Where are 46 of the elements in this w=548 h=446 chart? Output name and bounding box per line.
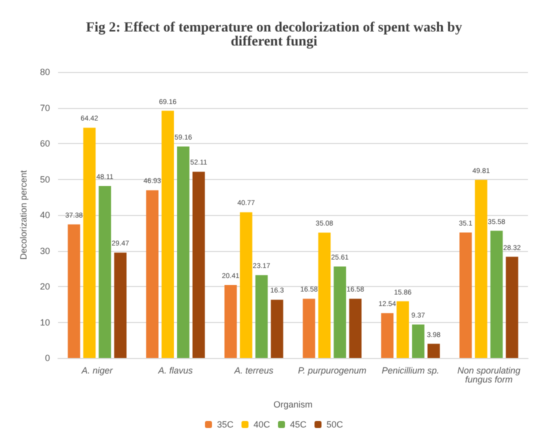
bar — [381, 313, 394, 358]
bar — [349, 298, 362, 358]
y-tick-label: 10 — [40, 317, 50, 328]
y-axis-title: Decolorization percent — [18, 170, 28, 260]
bar — [177, 146, 190, 358]
legend-label: 45C — [290, 420, 308, 430]
chart-title: Fig 2: Effect of temperature on decolorization of spent wash by different fungi — [86, 20, 462, 50]
y-tick-label: 20 — [40, 282, 50, 292]
bar — [162, 110, 174, 358]
bar — [396, 301, 409, 358]
bar — [114, 252, 127, 358]
bar — [98, 186, 112, 358]
bar — [459, 232, 472, 358]
legend-label: 35C — [216, 420, 234, 430]
bar — [224, 285, 237, 358]
legend-label: 40C — [253, 420, 270, 430]
x-tick-label: A. niger — [80, 366, 114, 376]
x-tick-label: A. flavus — [157, 366, 194, 376]
bar — [428, 344, 440, 358]
y-tick-label: 80 — [40, 67, 50, 77]
y-tick-label: 70 — [40, 102, 50, 113]
bar — [270, 300, 284, 358]
bar — [255, 275, 268, 358]
y-tick-label: 0 — [44, 353, 50, 363]
x-tick-label: A. terreus — [233, 366, 274, 376]
bar — [412, 324, 424, 358]
y-tick-label: 40 — [40, 210, 50, 220]
y-tick-label: 30 — [40, 246, 50, 256]
x-tick-label: P. purpurogenum — [298, 366, 367, 376]
x-axis-title: Organism — [273, 400, 313, 410]
bar — [490, 230, 503, 358]
bar — [192, 172, 205, 358]
bar — [146, 190, 158, 358]
bar — [83, 128, 96, 358]
bar — [302, 298, 316, 358]
bar — [334, 266, 346, 358]
legend-label: 50C — [326, 420, 344, 430]
bar — [318, 232, 331, 358]
y-tick-label: 50 — [40, 174, 50, 184]
bar — [68, 224, 80, 358]
bar — [240, 212, 252, 358]
bar — [506, 256, 518, 358]
y-tick-label: 60 — [40, 138, 50, 148]
x-tick-label: Penicillium sp. — [382, 366, 440, 376]
bar — [474, 180, 488, 358]
x-tick-label: Non sporulating fungus form — [457, 366, 520, 384]
